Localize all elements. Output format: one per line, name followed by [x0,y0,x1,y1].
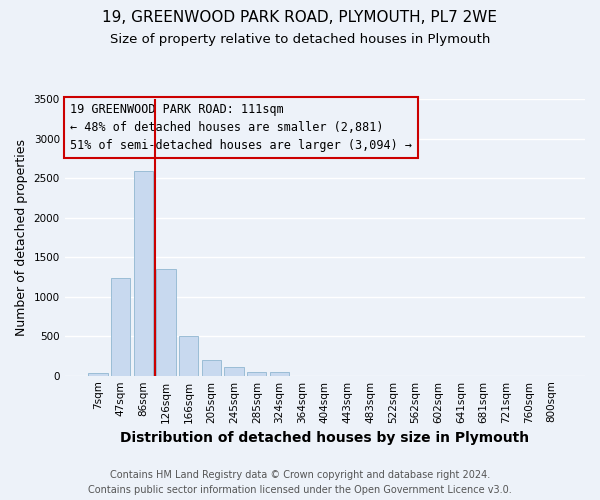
X-axis label: Distribution of detached houses by size in Plymouth: Distribution of detached houses by size … [120,431,529,445]
Bar [224,367,244,376]
Bar [179,336,199,376]
Text: Size of property relative to detached houses in Plymouth: Size of property relative to detached ho… [110,32,490,46]
Bar [202,360,221,376]
Y-axis label: Number of detached properties: Number of detached properties [15,139,28,336]
Bar [134,171,153,376]
Text: Contains HM Land Registry data © Crown copyright and database right 2024.
Contai: Contains HM Land Registry data © Crown c… [88,470,512,495]
Bar [88,372,107,376]
Text: 19 GREENWOOD PARK ROAD: 111sqm
← 48% of detached houses are smaller (2,881)
51% : 19 GREENWOOD PARK ROAD: 111sqm ← 48% of … [70,103,412,152]
Bar [247,372,266,376]
Text: 19, GREENWOOD PARK ROAD, PLYMOUTH, PL7 2WE: 19, GREENWOOD PARK ROAD, PLYMOUTH, PL7 2… [103,10,497,25]
Bar [270,372,289,376]
Bar [111,278,130,376]
Bar [157,269,176,376]
